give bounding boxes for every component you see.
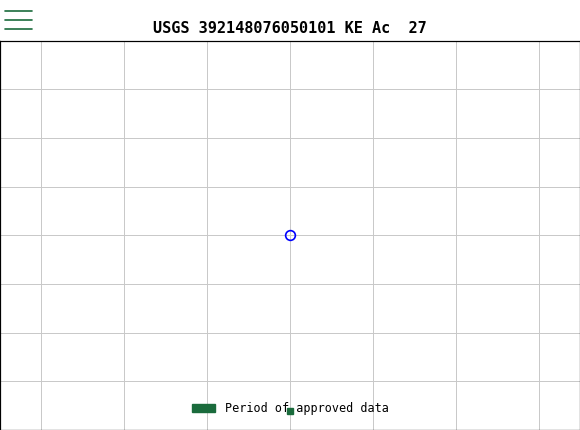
Legend: Period of approved data: Period of approved data	[187, 397, 393, 420]
Title: USGS 392148076050101 KE Ac  27: USGS 392148076050101 KE Ac 27	[153, 21, 427, 36]
Text: USGS: USGS	[55, 12, 102, 27]
Bar	[3, 3, 52, 37]
